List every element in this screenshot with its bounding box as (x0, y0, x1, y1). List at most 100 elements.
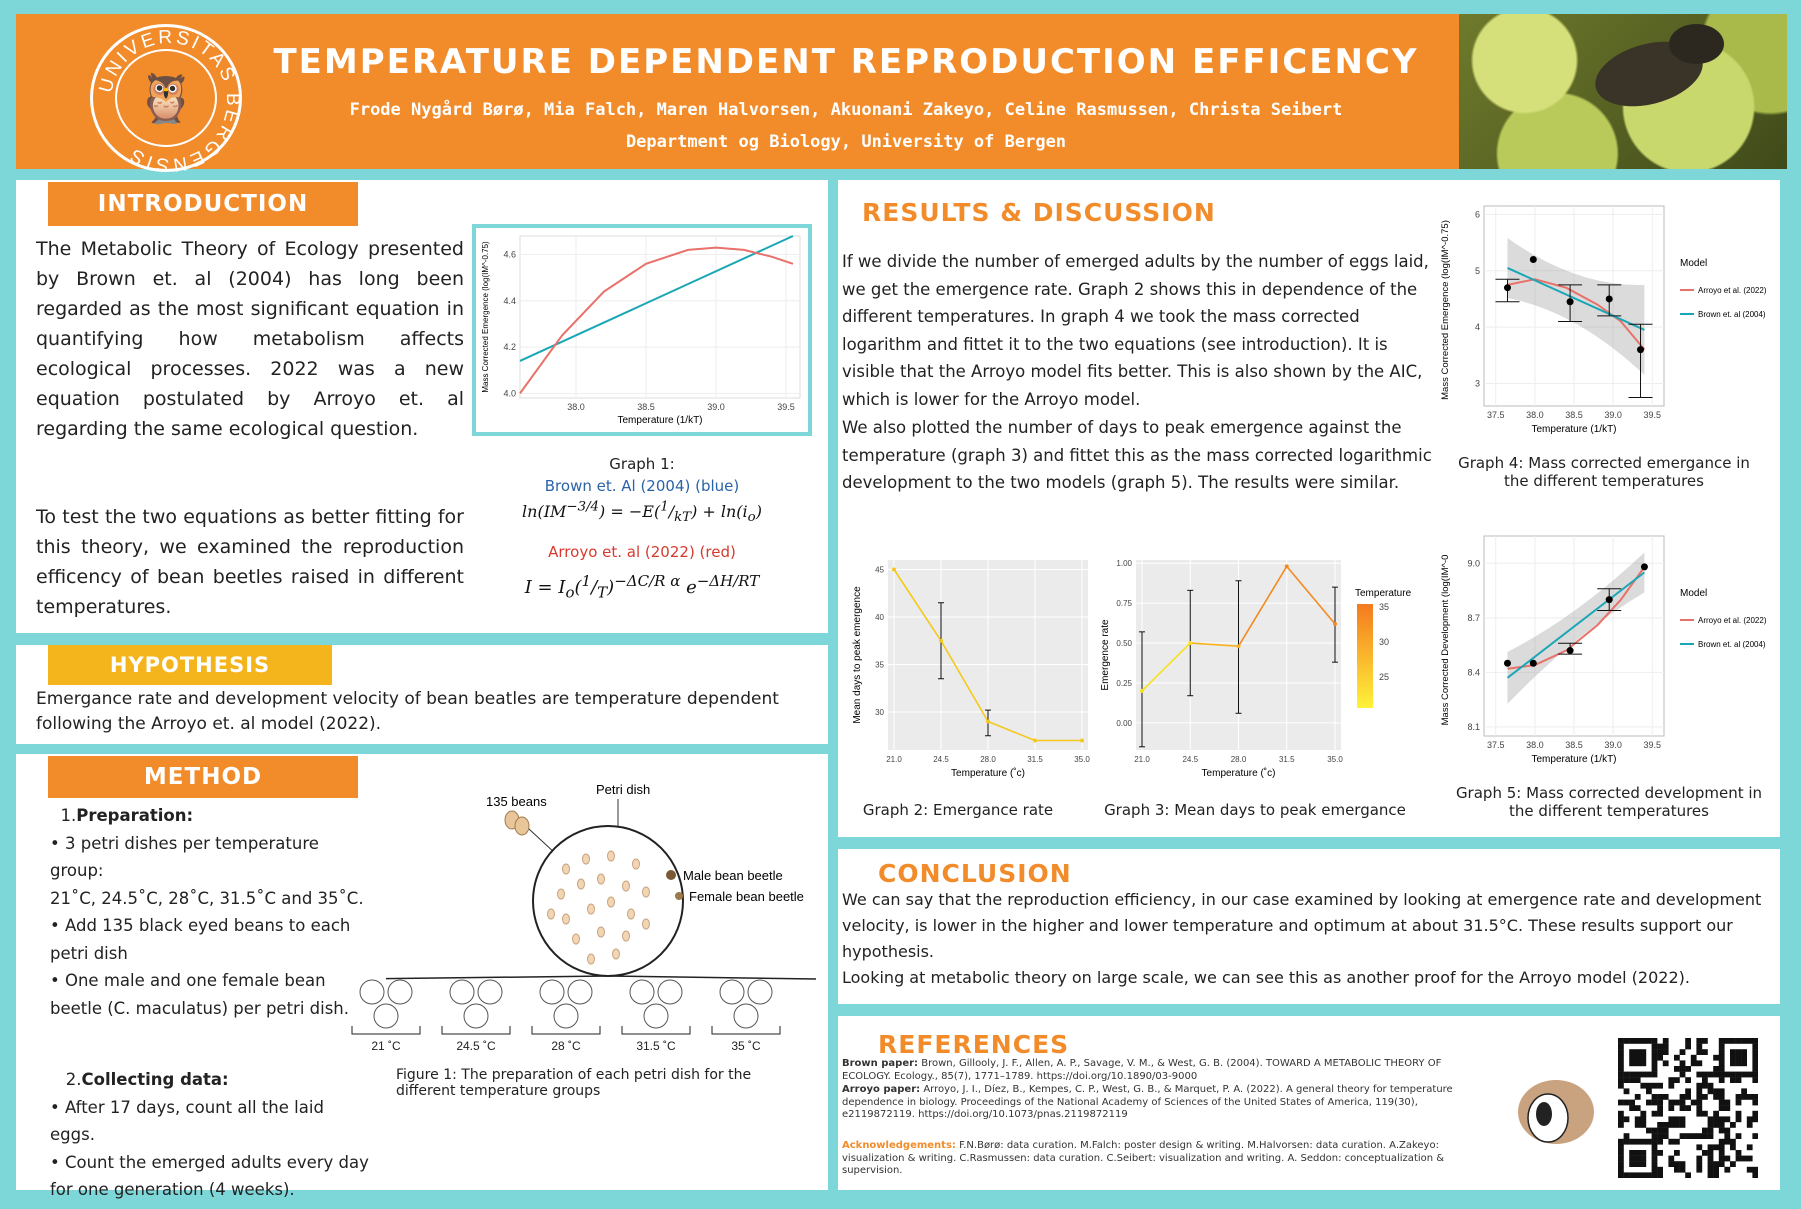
qr-module (1696, 1166, 1703, 1173)
data-point (1333, 621, 1337, 626)
qr-module (1618, 1155, 1624, 1162)
qr-module (1718, 1043, 1725, 1050)
qr-module (1629, 1105, 1635, 1111)
step-2-list: • After 17 days, count all the laid eggs… (50, 1094, 370, 1204)
qr-module (1640, 1082, 1647, 1089)
y-axis-label: Mean days to peak emergence (852, 586, 863, 724)
qr-module (1741, 1049, 1747, 1055)
petri-bean (577, 878, 585, 890)
qr-module (1618, 1049, 1624, 1055)
petri-bean (642, 918, 650, 930)
petri-bean (557, 888, 565, 900)
series-line (519, 235, 794, 362)
qr-module (1746, 1094, 1753, 1100)
y-tick-label: 4.6 (503, 250, 516, 260)
poster-title: TEMPERATURE DEPENDENT REPRODUCTION EFFIC… (273, 42, 1419, 82)
qr-module (1646, 1172, 1652, 1178)
graph-1-frame: 38.0 38.5 39.0 39.5 4.0 4.2 4.4 4.6 Temperature … (472, 224, 812, 436)
qr-module (1668, 1161, 1675, 1167)
qr-module (1634, 1116, 1641, 1123)
x-axis-label: Temperature (1/kT) (1531, 424, 1616, 435)
qr-module (1702, 1077, 1708, 1083)
qr-module (1618, 1043, 1624, 1050)
qr-module (1707, 1155, 1714, 1162)
qr-module (1674, 1066, 1680, 1072)
qr-module (1662, 1094, 1669, 1100)
qr-module (1696, 1038, 1703, 1044)
qr-code[interactable] (1618, 1038, 1758, 1178)
qr-module (1640, 1116, 1647, 1123)
qr-module (1640, 1150, 1647, 1156)
qr-module (1752, 1066, 1758, 1072)
qr-module (1679, 1049, 1686, 1055)
qr-module (1685, 1066, 1691, 1072)
qr-module (1702, 1110, 1708, 1117)
step-1-list: • 3 petri dishes per temperature group: 2… (50, 830, 370, 1023)
qr-module (1696, 1144, 1703, 1151)
temperature-label: 21 ˚C (371, 1039, 401, 1053)
data-point (1140, 688, 1144, 693)
qr-module (1618, 1138, 1624, 1145)
acknowledgements: Acknowledgements: F.N.Børø: data curatio… (842, 1140, 1445, 1176)
x-axis-label: Temperature (˚c) (951, 767, 1025, 779)
qr-module (1685, 1172, 1691, 1178)
legend-title: Model (1680, 588, 1707, 599)
qr-module (1685, 1105, 1691, 1111)
qr-module (1618, 1060, 1624, 1067)
qr-module (1668, 1105, 1675, 1111)
qr-module (1702, 1133, 1708, 1139)
qr-module (1629, 1071, 1635, 1078)
qr-module (1718, 1099, 1725, 1106)
qr-module (1640, 1038, 1647, 1044)
qr-module (1685, 1088, 1691, 1095)
intro-paragraph-2: To test the two equations as better fitt… (36, 506, 464, 618)
qr-module (1679, 1071, 1686, 1078)
qr-module (1629, 1172, 1635, 1178)
small-dish (449, 979, 475, 1005)
qr-module (1618, 1077, 1624, 1083)
petri-bean (612, 948, 620, 960)
qr-module (1657, 1043, 1663, 1050)
qr-module (1724, 1038, 1731, 1044)
qr-module (1634, 1138, 1641, 1145)
qr-module (1713, 1054, 1719, 1061)
data-point (986, 719, 990, 724)
y-tick-label: 9.0 (1467, 558, 1480, 568)
qr-module (1718, 1077, 1725, 1083)
qr-module (1752, 1116, 1758, 1123)
qr-module (1724, 1127, 1731, 1134)
qr-module (1724, 1116, 1731, 1123)
qr-module (1674, 1099, 1680, 1106)
qr-module (1724, 1071, 1731, 1078)
qr-module (1651, 1054, 1658, 1061)
qr-module (1640, 1122, 1647, 1128)
qr-module (1651, 1066, 1658, 1072)
qr-module (1634, 1049, 1641, 1055)
qr-module (1640, 1138, 1647, 1145)
qr-module (1662, 1060, 1669, 1067)
figure-1-caption: Figure 1: The preparation of each petri … (396, 1067, 752, 1099)
qr-module (1702, 1049, 1708, 1055)
y-tick-label: 0.50 (1116, 639, 1132, 648)
bean-icon-2 (514, 816, 530, 836)
graph-2-caption: Graph 2: Emergance rate (862, 801, 1054, 819)
qr-module (1702, 1127, 1708, 1134)
qr-module (1634, 1038, 1641, 1044)
y-tick-label: 8.1 (1467, 722, 1480, 732)
qr-module (1662, 1127, 1669, 1134)
data-point (1605, 596, 1613, 604)
data-point (1529, 256, 1537, 264)
x-tick-label: 38.5 (1565, 740, 1583, 750)
qr-module (1679, 1099, 1686, 1106)
qr-module (1651, 1060, 1658, 1067)
step-2-item: • Count the emerged adults every day for… (50, 1152, 369, 1200)
qr-module (1735, 1099, 1742, 1106)
qr-module (1718, 1088, 1725, 1095)
data-point (1566, 298, 1574, 306)
y-tick-label: 3 (1475, 378, 1480, 388)
qr-module (1629, 1077, 1635, 1083)
hypothesis-text: Emergance rate and development velocity … (36, 689, 779, 734)
qr-module (1690, 1099, 1697, 1106)
qr-module (1674, 1138, 1680, 1145)
qr-module (1741, 1071, 1747, 1078)
